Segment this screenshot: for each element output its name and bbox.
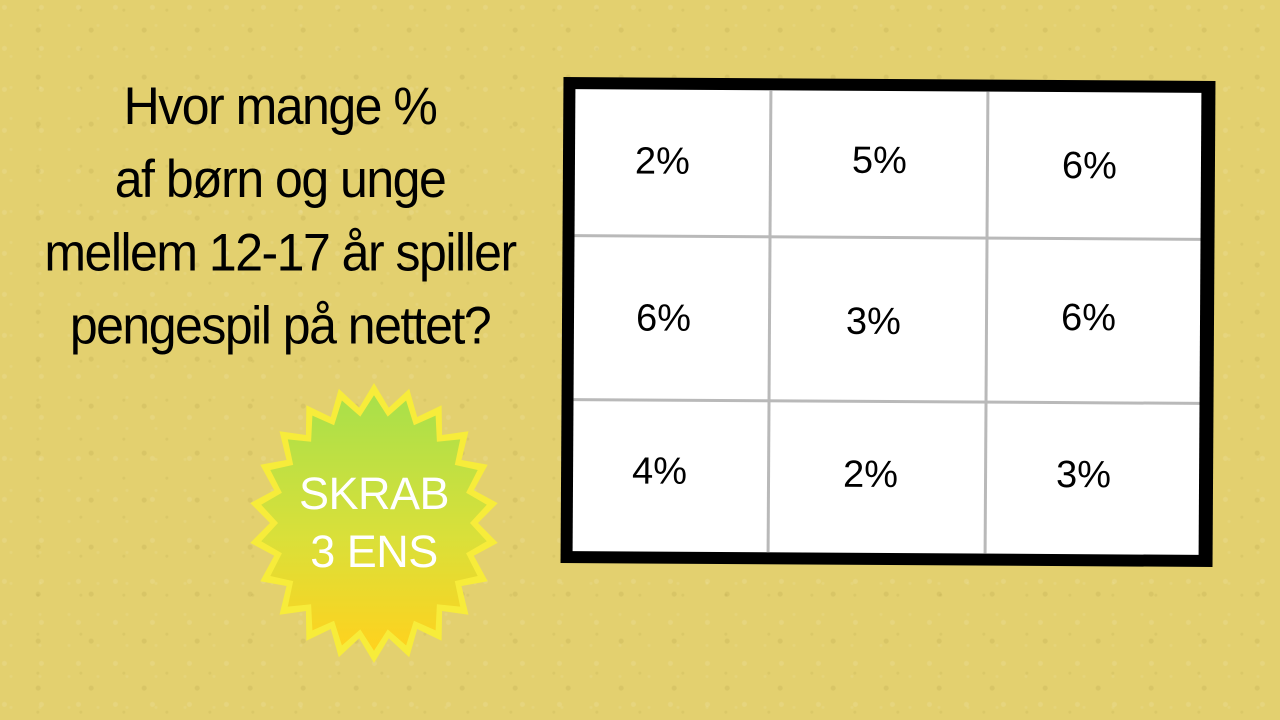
scratch-card-grid: 2% 5% 6% 6% 3% 6% 4% 2% 3% — [572, 89, 1202, 555]
scratch-cell-r2c3[interactable]: 6% — [1060, 297, 1117, 340]
grid-divider-horizontal-2 — [573, 398, 1200, 405]
question-line-4: pengespil på nettet? — [69, 295, 492, 356]
question-text: Hvor mange % af børn og unge mellem 12-1… — [0, 70, 560, 363]
grid-divider-vertical-1 — [766, 90, 773, 553]
scratch-cell-r3c1[interactable]: 4% — [631, 450, 688, 493]
scratch-cell-r2c1[interactable]: 6% — [635, 297, 692, 340]
grid-divider-vertical-2 — [983, 91, 990, 554]
scratch-cell-r1c2[interactable]: 5% — [851, 139, 908, 183]
starburst-icon — [250, 383, 498, 663]
badge-line-1: SKRAB — [298, 468, 450, 519]
scratch-cell-r1c1[interactable]: 2% — [634, 140, 691, 183]
badge-label: SKRAB 3 ENS — [248, 378, 500, 668]
starburst-inner — [261, 395, 487, 651]
question-line-3: mellem 12-17 år spiller — [44, 222, 517, 282]
scratch-cell-r3c2[interactable]: 2% — [842, 453, 899, 497]
scratch-cell-r3c3[interactable]: 3% — [1055, 454, 1112, 497]
grid-divider-horizontal-1 — [574, 234, 1201, 241]
scratch-cell-r2c2[interactable]: 3% — [845, 300, 902, 344]
question-line-2: af børn og unge — [114, 149, 447, 209]
scratch-card: 2% 5% 6% 6% 3% 6% 4% 2% 3% — [560, 77, 1216, 567]
badge-line-2: 3 ENS — [310, 526, 438, 577]
scratch-cell-r1c3[interactable]: 6% — [1061, 145, 1118, 188]
scratch-badge: SKRAB 3 ENS — [248, 378, 500, 668]
question-line-1: Hvor mange % — [123, 76, 438, 136]
